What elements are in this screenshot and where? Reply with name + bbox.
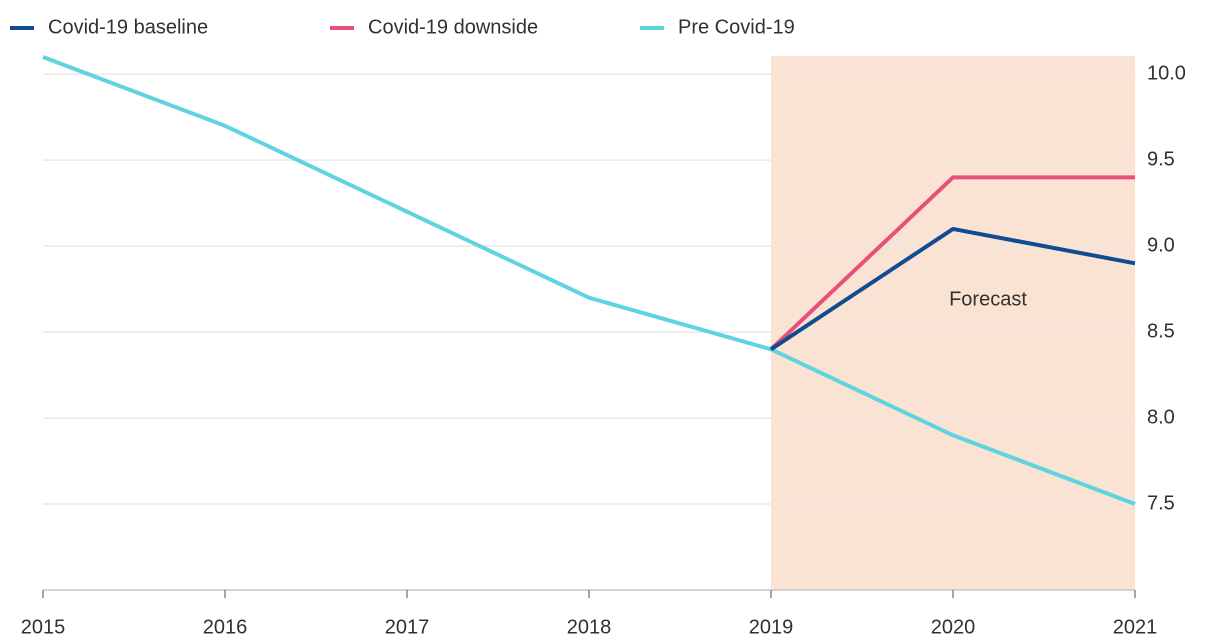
y-tick-label: 9.0: [1147, 234, 1175, 256]
forecast-region: [771, 56, 1135, 590]
y-tick-label: 8.0: [1147, 406, 1175, 428]
legend-label: Pre Covid-19: [678, 16, 795, 38]
series-line: [42, 55, 1136, 506]
x-tick-label: 2015: [21, 616, 66, 638]
y-tick-label: 8.5: [1147, 320, 1175, 342]
series-line: [769, 226, 1136, 351]
legend-label: Covid-19 baseline: [48, 16, 208, 38]
x-tick-label: 2017: [385, 616, 430, 638]
x-tick-label: 2021: [1113, 616, 1158, 638]
x-tick-label: 2016: [203, 616, 248, 638]
y-tick-label: 10.0: [1147, 62, 1186, 84]
series-line: [769, 175, 1135, 351]
annotation: Forecast: [949, 288, 1027, 310]
y-tick-label: 9.5: [1147, 148, 1175, 170]
x-tick-label: 2020: [931, 616, 976, 638]
x-tick-label: 2019: [749, 616, 794, 638]
y-tick-label: 7.5: [1147, 492, 1175, 514]
x-tick-label: 2018: [567, 616, 612, 638]
legend-label: Covid-19 downside: [368, 16, 538, 38]
